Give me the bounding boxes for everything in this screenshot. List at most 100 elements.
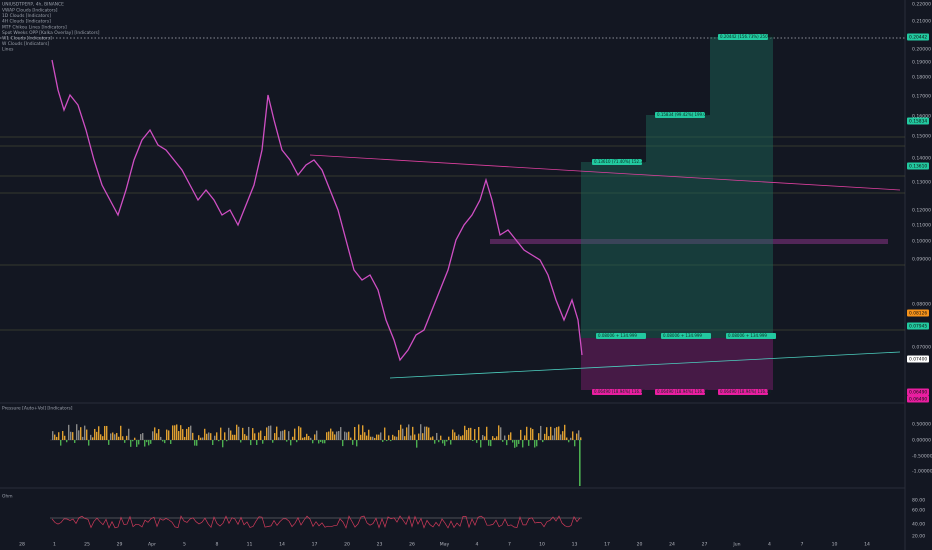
osc-bar <box>54 434 56 440</box>
osc-bar <box>170 440 172 444</box>
osc-bar <box>320 440 322 443</box>
price-badge <box>907 395 929 403</box>
osc-bar <box>358 424 360 440</box>
osc-bar <box>198 435 200 440</box>
osc-bar <box>272 440 274 443</box>
osc-bar <box>446 440 448 442</box>
osc-bar <box>142 433 144 440</box>
osc-bar <box>290 440 292 446</box>
osc-bar <box>372 436 374 440</box>
trade-label-text: 0.20442 (156.73%) 250.96 <box>720 34 774 39</box>
price-label: 0.16000 <box>912 114 931 120</box>
osc-bar <box>68 424 70 440</box>
osc-bar <box>84 425 86 440</box>
price-label: 0.17000 <box>912 94 931 100</box>
osc-bar <box>260 430 262 440</box>
osc-bar <box>462 435 464 440</box>
osc-bar <box>112 432 114 440</box>
osc-bar <box>566 437 568 440</box>
trade-label <box>718 389 768 395</box>
trade-label <box>655 389 705 395</box>
osc-bar <box>552 435 554 440</box>
indicator-name: Lines <box>2 47 14 53</box>
osc-bar <box>572 431 574 440</box>
osc-bar <box>580 437 582 440</box>
osc-bar <box>306 433 308 440</box>
osc-bar <box>138 440 140 445</box>
price-badge-text: 0.15834 <box>909 119 927 125</box>
osc-bar <box>508 434 510 440</box>
price-label: 0.09000 <box>912 257 931 263</box>
oscillator-bars <box>52 424 582 486</box>
osc-bar <box>210 433 212 440</box>
price-badge-text: 0.07400 <box>909 357 927 363</box>
osc-bar <box>180 425 182 440</box>
osc-bar <box>454 432 456 440</box>
osc-bar <box>318 440 320 444</box>
osc-bar <box>478 426 480 440</box>
osc-bar <box>438 440 440 443</box>
time-label: 17 <box>604 542 610 548</box>
indicator-name: MTF Chikou Lines [Indicators] <box>2 24 67 30</box>
osc-bar <box>456 435 458 440</box>
osc-bar <box>458 434 460 440</box>
osc-bar <box>72 432 74 440</box>
osc-bar <box>574 440 576 447</box>
trend-line <box>309 154 901 191</box>
rsi-label: 80.00 <box>912 498 925 504</box>
price-badge-text: 0.06490 <box>909 390 927 396</box>
time-label: 20 <box>344 542 350 548</box>
osc-bar <box>474 429 476 440</box>
osc-bar <box>476 440 478 443</box>
osc-bar <box>184 436 186 440</box>
osc-bar <box>310 437 312 440</box>
rsi-label: 60.00 <box>912 508 925 514</box>
osc-bar <box>530 427 532 440</box>
osc-bar <box>434 440 436 444</box>
rsi-line <box>51 515 581 529</box>
osc-bar <box>270 425 272 440</box>
osc-bar <box>548 436 550 440</box>
osc-bar <box>486 426 488 440</box>
osc-bar <box>322 440 324 444</box>
pane-title: Ohm <box>2 494 13 500</box>
trade-label-text: 0.08006 + 134.999 <box>663 333 702 338</box>
osc-bar <box>136 440 138 447</box>
osc-bar <box>514 440 516 448</box>
osc-bar <box>432 436 434 440</box>
osc-bar <box>362 425 364 440</box>
osc-bar <box>58 432 60 440</box>
osc-bar <box>150 440 152 444</box>
osc-bar <box>64 435 66 440</box>
time-label: 17 <box>312 542 318 548</box>
osc-bar <box>546 427 548 440</box>
osc-bar <box>332 431 334 440</box>
osc-bar <box>214 435 216 440</box>
osc-bar <box>344 431 346 440</box>
osc-bar <box>534 440 536 448</box>
trend-line <box>389 351 901 379</box>
osc-bar <box>404 436 406 440</box>
osc-bar <box>522 440 524 448</box>
osc-bar <box>156 433 158 440</box>
osc-bar <box>450 440 452 445</box>
osc-bar <box>502 440 504 442</box>
osc-bar <box>316 430 318 440</box>
price-badge <box>907 322 929 330</box>
osc-bar <box>304 437 306 440</box>
osc-bar <box>579 440 581 486</box>
osc-bar <box>302 437 304 440</box>
price-badge-text: 0.13610 <box>909 164 927 170</box>
time-label: 14 <box>279 542 285 548</box>
osc-bar <box>520 429 522 440</box>
osc-bar <box>556 427 558 440</box>
osc-bar <box>326 432 328 440</box>
price-label: 0.15000 <box>912 134 931 140</box>
osc-bar <box>382 440 384 442</box>
osc-bar <box>342 440 344 447</box>
time-label: 10 <box>539 542 545 548</box>
osc-bar <box>192 432 194 440</box>
osc-bar <box>168 430 170 440</box>
